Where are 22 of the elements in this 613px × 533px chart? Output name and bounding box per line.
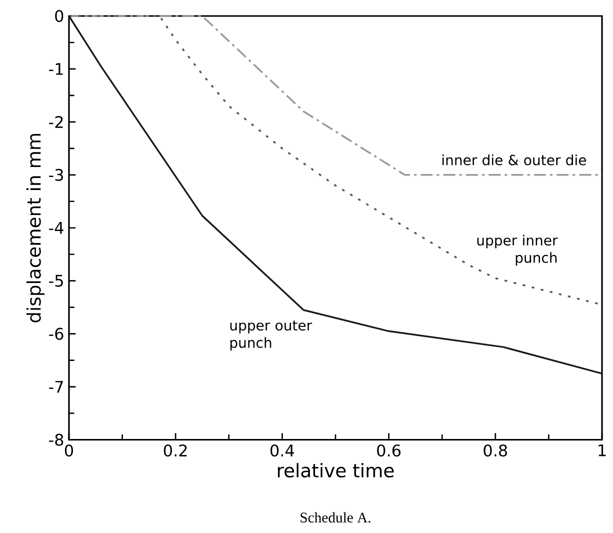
y-tick-label: 0 (55, 10, 64, 22)
x-axis-title: relative time (278, 463, 394, 478)
x-tick-label: 0 (64, 444, 73, 457)
series-label: upper outer punch (230, 320, 312, 351)
y-tick-label: -3 (49, 169, 63, 182)
x-tick-label: 1 (598, 444, 606, 456)
y-tick-label: -2 (49, 116, 63, 128)
y-tick-label: -6 (49, 328, 64, 340)
y-tick-label: -7 (49, 381, 63, 393)
x-tick-label: 0.2 (164, 444, 187, 457)
series-label: inner die & outer die (442, 154, 586, 166)
line-series (68, 15, 603, 375)
y-tick-label: -5 (49, 275, 63, 287)
y-tick-label: -4 (49, 222, 64, 234)
y-axis-title: displacement in mm (26, 134, 45, 322)
y-tick-label: -1 (49, 63, 63, 75)
x-tick-label: 0.8 (484, 444, 508, 457)
y-tick-label: -8 (49, 434, 64, 446)
series-label: upper inner punch (477, 234, 558, 266)
x-tick-label: 0.6 (377, 444, 401, 457)
x-tick-label: 0.4 (270, 444, 294, 457)
text: Schedule A. (300, 512, 370, 523)
